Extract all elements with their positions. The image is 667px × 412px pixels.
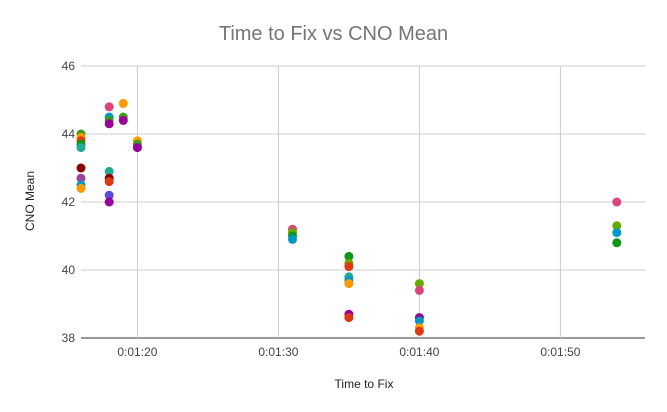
y-tick-label: 46 [62,59,76,73]
data-point [344,251,354,261]
data-point [414,279,424,289]
data-point [288,234,297,244]
data-point [104,166,114,176]
data-point [104,197,114,207]
y-tick-label: 38 [62,331,76,345]
y-axis-label: CNO Mean [23,171,37,231]
data-point [76,173,86,183]
data-points [76,98,622,336]
data-point [76,143,86,153]
x-axis-label: Time to Fix [335,377,394,391]
data-point [612,238,622,248]
data-point [414,316,424,326]
data-point [104,102,114,112]
data-point [414,285,424,295]
data-point [612,221,622,231]
tick-labels: 38 40 42 44 46 0:01:20 0:01:30 0:01:40 0:01:50 [62,59,581,359]
x-tick-label: 0:01:50 [540,345,580,359]
data-point [612,228,622,238]
data-point [344,262,354,272]
data-point [76,163,86,173]
chart-title: Time to Fix vs CNO Mean [219,23,448,45]
data-point [76,183,86,193]
data-point [118,115,128,125]
data-point [104,190,114,200]
data-point [414,326,424,336]
y-tick-label: 44 [62,127,76,141]
y-tick-label: 42 [62,195,76,209]
data-point [612,197,622,207]
gridlines [81,65,645,339]
x-tick-label: 0:01:30 [258,345,298,359]
data-point [104,177,114,187]
x-tick-label: 0:01:40 [399,345,439,359]
y-tick-label: 40 [62,263,76,277]
data-point [344,313,354,323]
data-point [118,98,128,108]
data-point [104,119,114,129]
data-point [344,279,354,289]
x-tick-label: 0:01:20 [117,345,157,359]
data-point [132,143,142,153]
